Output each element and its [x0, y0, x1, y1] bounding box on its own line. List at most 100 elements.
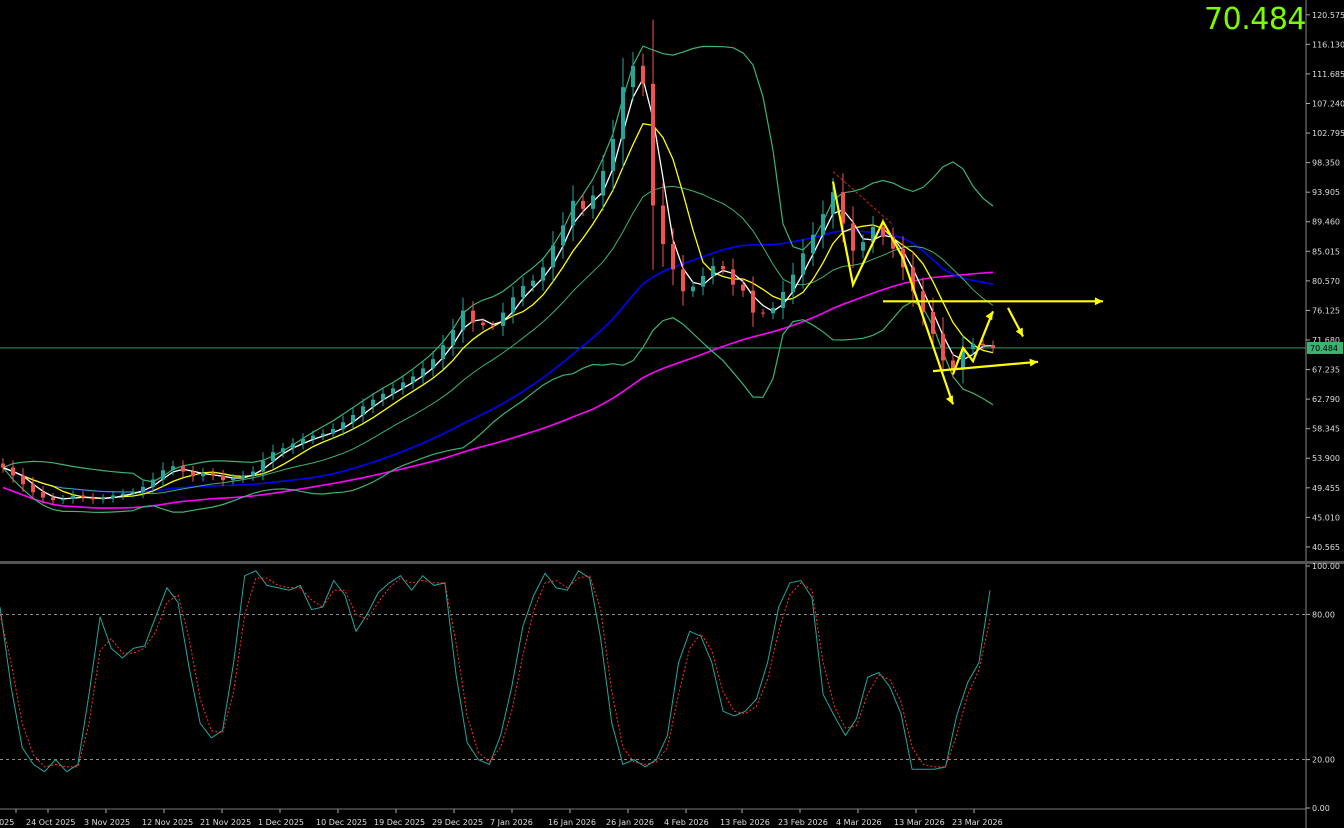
ma-long-line — [2, 271, 994, 509]
candle-body — [841, 192, 845, 224]
candle-body — [181, 466, 185, 472]
osc-tick-label: 80.00 — [1312, 610, 1335, 619]
candles — [1, 19, 995, 505]
candle-body — [501, 312, 505, 326]
x-tick-label: 13 Feb 2026 — [720, 818, 770, 827]
candle-body — [551, 245, 555, 268]
candle-body — [311, 435, 315, 439]
candle-body — [891, 236, 895, 249]
y-tick-label: 80.570 — [1312, 277, 1340, 286]
y-tick-label: 93.905 — [1312, 188, 1340, 197]
candle-body — [911, 267, 915, 292]
candle-body — [271, 452, 275, 461]
candle-body — [261, 460, 265, 472]
candle-body — [81, 495, 85, 498]
candle-body — [991, 345, 995, 348]
candle-body — [191, 471, 195, 477]
candle-body — [111, 495, 115, 499]
bb-upper-line — [2, 45, 994, 483]
candle-body — [71, 495, 75, 499]
candle-body — [391, 388, 395, 394]
time-axis: 2025 24 Oct 2025 3 Nov 2025 12 Nov 2025 21 N… — [0, 808, 1306, 827]
candle-body — [221, 475, 225, 481]
candle-body — [681, 269, 685, 292]
y-tick-label: 76.125 — [1312, 306, 1340, 315]
candle-body — [631, 65, 635, 88]
x-tick-label: 26 Jan 2026 — [606, 818, 654, 827]
x-tick-label: 2025 — [0, 818, 14, 827]
candle-body — [431, 359, 435, 369]
x-tick-label: 1 Dec 2025 — [258, 818, 304, 827]
candle-body — [691, 286, 695, 292]
candle-body — [291, 443, 295, 449]
y-tick-label: 89.460 — [1312, 218, 1340, 227]
main-overlays — [2, 45, 994, 514]
candle-body — [371, 399, 375, 407]
support-arrow-head — [1029, 358, 1038, 367]
candle-body — [421, 368, 425, 377]
candle-body — [301, 438, 305, 444]
candle-body — [811, 234, 815, 254]
candle-body — [201, 472, 205, 477]
candle-body — [621, 87, 625, 140]
y-tick-label: 45.010 — [1312, 513, 1340, 522]
osc-signal-line — [0, 575, 991, 768]
rebound-path — [951, 310, 995, 375]
candle-body — [671, 244, 675, 270]
candle-body — [451, 329, 455, 346]
osc-tick-label: 0.00 — [1312, 804, 1330, 813]
trend-annotations — [831, 171, 1103, 405]
osc-tick-label: 100.00 — [1312, 562, 1340, 571]
candle-body — [861, 242, 865, 251]
ma-mid-line — [2, 122, 994, 499]
candle-body — [851, 223, 855, 251]
osc-tick-label: 20.00 — [1312, 756, 1335, 765]
candle-body — [791, 274, 795, 292]
x-tick-label: 23 Mar 2026 — [952, 818, 1003, 827]
candle-body — [231, 478, 235, 481]
rebound-arrow-head — [985, 311, 993, 321]
candle-body — [661, 205, 665, 245]
y-tick-label: 40.565 — [1312, 543, 1340, 552]
candle-body — [581, 200, 585, 209]
candle-body — [541, 267, 545, 281]
candle-body — [871, 226, 875, 243]
candle-body — [331, 428, 335, 434]
x-tick-label: 4 Mar 2026 — [836, 818, 882, 827]
x-tick-label: 24 Oct 2025 — [26, 818, 75, 827]
candle-body — [361, 406, 365, 416]
current-price: 70.484 — [1204, 2, 1306, 37]
x-tick-label: 23 Feb 2026 — [778, 818, 828, 827]
y-tick-label: 116.130 — [1312, 40, 1344, 49]
bb-mid-line — [2, 185, 994, 495]
candle-body — [971, 343, 975, 350]
price-tag-label: 70.484 — [1310, 344, 1338, 353]
oscillator-pane: 100.00 80.00 20.00 0.00 — [0, 562, 1340, 813]
zigzag-arrow-head — [945, 395, 953, 405]
candle-body — [531, 280, 535, 286]
candle-body — [1, 463, 5, 468]
candle-body — [611, 139, 615, 171]
y-tick-label: 120.575 — [1312, 11, 1344, 20]
candle-body — [721, 266, 725, 270]
candle-body — [441, 345, 445, 360]
candle-body — [461, 310, 465, 330]
candle-body — [561, 225, 565, 246]
candle-body — [511, 297, 515, 313]
y-tick-label: 53.900 — [1312, 454, 1340, 463]
candle-body — [51, 497, 55, 501]
candle-body — [821, 214, 825, 235]
candle-body — [41, 492, 45, 498]
candle-body — [641, 65, 645, 84]
candle-body — [281, 448, 285, 453]
price-tag — [1307, 341, 1343, 354]
candle-body — [141, 486, 145, 493]
trend-line-red — [832, 171, 894, 226]
y-tick-label: 58.345 — [1312, 425, 1340, 434]
candle-body — [491, 325, 495, 327]
y-tick-label: 98.350 — [1312, 159, 1340, 168]
x-tick-label: 4 Feb 2026 — [664, 818, 709, 827]
candle-body — [101, 498, 105, 500]
